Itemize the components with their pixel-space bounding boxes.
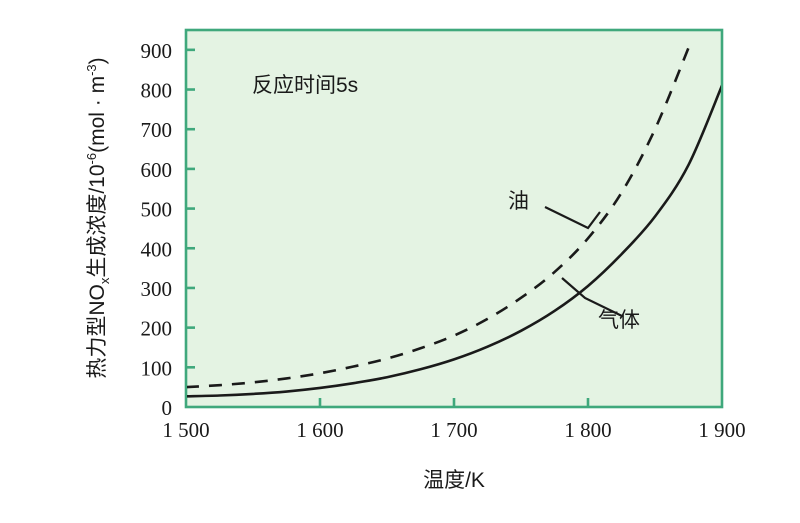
series-label-gas: 气体 bbox=[598, 309, 640, 332]
x-axis-title: 温度/K bbox=[423, 469, 485, 492]
y-tick-label: 500 bbox=[141, 198, 173, 222]
y-tick-label: 800 bbox=[141, 79, 173, 103]
y-axis-title-text: 热力型NOx生成浓度/10-6(mol · m-3) bbox=[84, 57, 112, 378]
y-tick-label: 600 bbox=[141, 158, 173, 182]
x-tick-label: 1 700 bbox=[430, 418, 477, 442]
x-tick-label: 1 600 bbox=[296, 418, 343, 442]
y-axis-title: 热力型NOx生成浓度/10-6(mol · m-3) bbox=[84, 57, 112, 378]
y-tick-label: 100 bbox=[141, 356, 173, 380]
y-title-part-1: 热力型NO bbox=[86, 284, 109, 379]
plot-area-background bbox=[186, 30, 722, 407]
x-axis-tick-labels: 1 500 1 600 1 700 1 800 1 900 bbox=[162, 418, 745, 442]
y-axis-tick-marks bbox=[186, 48, 195, 369]
x-tick-label: 1 900 bbox=[698, 418, 745, 442]
y-tick-label: 900 bbox=[141, 39, 173, 63]
leader-line-gas bbox=[561, 277, 623, 317]
y-title-part-2: 生成浓度/10 bbox=[86, 164, 109, 277]
y-tick-label: 300 bbox=[141, 277, 173, 301]
x-tick-label: 1 800 bbox=[564, 418, 611, 442]
annotation-reaction-time: 反应时间5s bbox=[252, 74, 358, 97]
y-title-part-3: (mol · m bbox=[86, 76, 109, 153]
data-curves bbox=[187, 47, 721, 398]
label-leader-lines bbox=[544, 206, 623, 317]
y-tick-label: 700 bbox=[141, 118, 173, 142]
x-tick-label: 1 500 bbox=[162, 418, 209, 442]
y-title-part-4: ) bbox=[86, 57, 109, 64]
leader-line-oil bbox=[544, 206, 601, 230]
x-axis-tick-marks bbox=[318, 398, 590, 407]
series-line-gas bbox=[187, 84, 721, 398]
series-label-oil: 油 bbox=[508, 190, 529, 213]
y-tick-label: 400 bbox=[141, 237, 173, 261]
y-tick-label: 200 bbox=[141, 317, 173, 341]
y-title-exponent-minus6: -6 bbox=[84, 153, 99, 165]
y-tick-label: 0 bbox=[162, 396, 173, 420]
y-axis-tick-labels: 0 100 200 300 400 500 600 700 800 900 bbox=[141, 39, 173, 420]
y-title-exponent-minus3: -3 bbox=[84, 64, 99, 76]
y-title-subscript-x: x bbox=[97, 277, 112, 284]
series-line-oil bbox=[187, 47, 690, 389]
